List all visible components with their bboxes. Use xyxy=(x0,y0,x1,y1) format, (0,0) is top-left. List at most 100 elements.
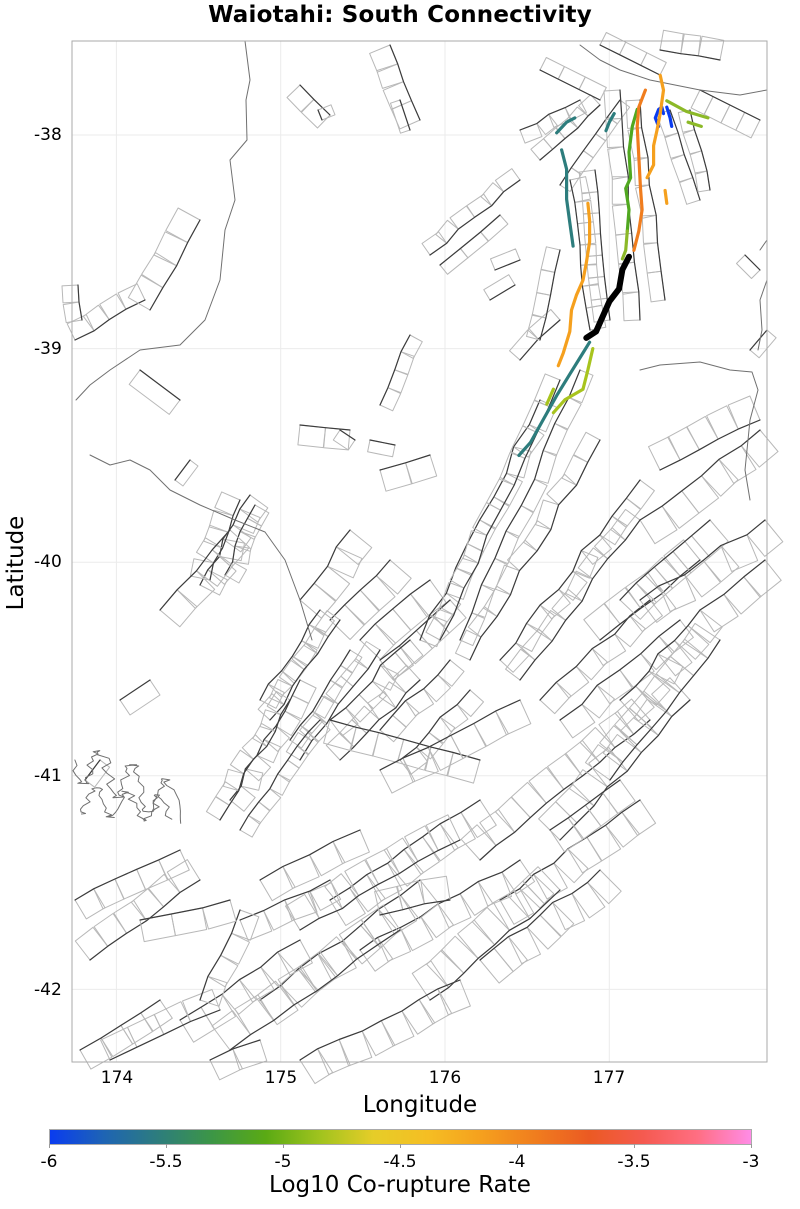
fault-patch xyxy=(291,679,317,704)
fault-patch xyxy=(699,593,739,633)
fault-patch xyxy=(735,111,761,139)
fault-patch xyxy=(511,781,547,819)
fault-patch xyxy=(166,859,201,893)
fault-trace xyxy=(559,699,691,841)
fault-patch xyxy=(646,270,666,303)
corupture-segment xyxy=(551,347,595,415)
fault-trace xyxy=(259,879,421,1001)
fault-patch xyxy=(622,291,641,322)
fault-trace xyxy=(379,454,431,471)
coastline-path xyxy=(759,239,768,251)
fault-patch xyxy=(507,926,541,965)
fault-patch xyxy=(542,127,566,150)
fault-patch xyxy=(639,505,678,545)
corupture-segment xyxy=(604,111,616,133)
corupture-segment xyxy=(645,73,666,180)
fault-patch xyxy=(718,445,757,484)
fault-patch xyxy=(147,873,181,908)
fault-trace xyxy=(339,679,421,761)
fault-patch xyxy=(286,84,315,113)
fault-patch xyxy=(670,638,709,677)
fault-patch xyxy=(325,731,355,761)
fault-patch xyxy=(651,677,691,717)
fault-patch xyxy=(196,537,223,564)
corupture-segment xyxy=(624,107,639,233)
fault-trace xyxy=(429,889,561,1001)
colorbar-tickmark xyxy=(517,1144,518,1148)
fault-trace xyxy=(174,459,191,481)
fault-trace xyxy=(89,879,201,961)
fault-patch xyxy=(701,458,739,497)
fault-trace xyxy=(549,779,621,831)
fault-trace xyxy=(269,619,341,721)
fault-trace xyxy=(139,899,231,921)
colorbar-tickmark xyxy=(751,1144,752,1148)
x-tick: 174 xyxy=(100,1068,134,1088)
fault-patch xyxy=(61,284,80,304)
fault-trace xyxy=(119,679,151,701)
colorbar-tick-label: -6 xyxy=(40,1152,58,1172)
fault-patch xyxy=(539,681,572,715)
fault-patch xyxy=(170,907,208,937)
fault-patch xyxy=(258,788,282,812)
fault-trace xyxy=(299,529,351,601)
fault-patch xyxy=(359,575,396,612)
fault-patch xyxy=(603,587,642,625)
fault-patch xyxy=(539,902,575,937)
fault-trace xyxy=(479,719,651,861)
fault-patch xyxy=(460,799,497,838)
fault-patch xyxy=(614,615,646,648)
corupture-segment xyxy=(665,99,710,120)
corupture-segment xyxy=(517,340,592,457)
fault-patch xyxy=(446,752,481,784)
fault-patch xyxy=(598,710,635,748)
fault-patch xyxy=(530,138,554,161)
corupture-segments xyxy=(517,73,710,457)
corupture-segment xyxy=(686,120,703,129)
gridlines xyxy=(71,40,768,1063)
fault-patch xyxy=(459,612,486,647)
fault-trace xyxy=(539,104,601,161)
fault-trace xyxy=(559,99,621,186)
fault-patch xyxy=(640,635,675,671)
fault-patch xyxy=(594,527,626,560)
fault-trace xyxy=(369,439,396,446)
fault-patch xyxy=(607,146,629,180)
fault-patch xyxy=(299,1048,334,1085)
fault-patch xyxy=(526,914,562,950)
fault-trace xyxy=(329,559,391,621)
fault-trace xyxy=(479,869,601,961)
fault-trace xyxy=(359,579,431,641)
fault-patch xyxy=(568,369,594,404)
fault-patch xyxy=(372,664,399,691)
source-fault-waiotahi xyxy=(583,253,632,341)
fault-trace xyxy=(519,519,641,681)
colorbar-tickmark xyxy=(283,1144,284,1148)
fault-patch xyxy=(520,478,548,513)
fault-trace xyxy=(317,109,323,121)
fault-trace xyxy=(199,494,251,586)
fault-patch xyxy=(314,610,341,638)
fault-patch xyxy=(382,81,412,110)
corupture-segment xyxy=(663,188,669,205)
fault-patch xyxy=(338,919,379,960)
fault-trace xyxy=(299,649,381,761)
fault-trace xyxy=(539,599,651,701)
fault-trace xyxy=(594,169,611,321)
fault-patch xyxy=(420,903,454,939)
fault-trace xyxy=(559,619,681,721)
fault-trace xyxy=(209,499,241,581)
fault-patch xyxy=(552,893,586,931)
fault-trace xyxy=(74,299,146,341)
fault-trace xyxy=(639,519,766,601)
fault-patch xyxy=(244,754,272,782)
fault-patch xyxy=(165,207,201,244)
fault-trace xyxy=(79,999,161,1051)
fault-trace xyxy=(74,849,181,901)
coastline-path xyxy=(639,361,759,501)
fault-trace xyxy=(219,699,291,821)
fault-patch xyxy=(533,862,568,900)
fault-patch xyxy=(602,779,636,815)
fault-trace xyxy=(199,909,241,1001)
